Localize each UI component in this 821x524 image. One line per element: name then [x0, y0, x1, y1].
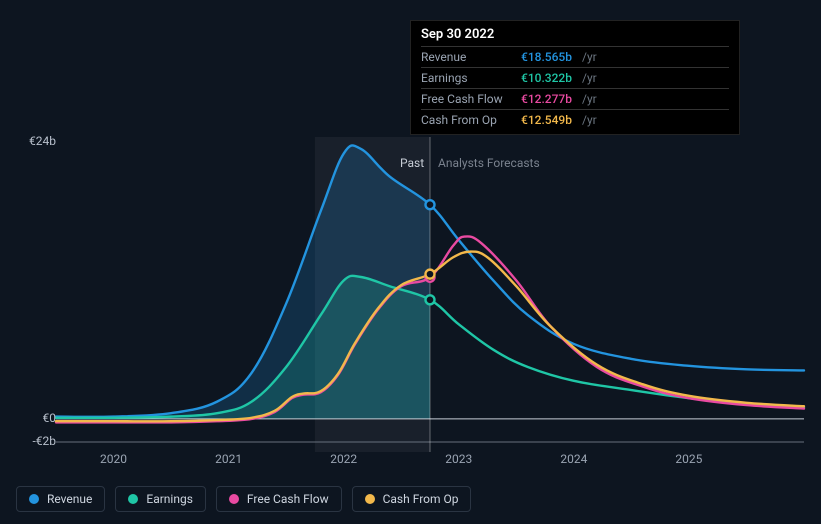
- tooltip-row: Cash From Op €12.549b/yr: [421, 109, 729, 130]
- tooltip-row-unit: /yr: [582, 113, 597, 127]
- legend-label: Free Cash Flow: [247, 492, 329, 506]
- legend-item-earnings[interactable]: Earnings: [115, 486, 206, 512]
- legend-swatch: [365, 494, 375, 504]
- x-tick-label: 2021: [215, 452, 242, 466]
- y-tick-label: -€2b: [32, 434, 56, 448]
- tooltip-row-label: Revenue: [421, 50, 513, 64]
- chart-legend: Revenue Earnings Free Cash Flow Cash From O…: [16, 486, 471, 512]
- x-tick-label: 2024: [560, 452, 587, 466]
- tooltip-row-unit: /yr: [582, 50, 597, 64]
- legend-item-free_cash_flow[interactable]: Free Cash Flow: [216, 486, 342, 512]
- legend-item-cash_from_op[interactable]: Cash From Op: [352, 486, 472, 512]
- tooltip-row-unit: /yr: [582, 71, 597, 85]
- tooltip-row-value: €10.322b: [521, 71, 572, 85]
- tooltip-row: Free Cash Flow €12.277b/yr: [421, 88, 729, 109]
- forecast-label: Analysts Forecasts: [438, 156, 540, 170]
- legend-item-revenue[interactable]: Revenue: [16, 486, 105, 512]
- legend-label: Cash From Op: [383, 492, 459, 506]
- legend-swatch: [128, 494, 138, 504]
- tooltip-title: Sep 30 2022: [421, 27, 729, 46]
- tooltip-row-label: Free Cash Flow: [421, 92, 513, 106]
- y-tick-label: €24b: [29, 134, 56, 148]
- tooltip-row-label: Cash From Op: [421, 113, 513, 127]
- legend-swatch: [229, 494, 239, 504]
- tooltip-row-unit: /yr: [582, 92, 597, 106]
- x-tick-label: 2020: [100, 452, 127, 466]
- x-tick-label: 2023: [445, 452, 472, 466]
- y-tick-label: €0: [43, 411, 57, 425]
- tooltip-row-value: €18.565b: [521, 50, 572, 64]
- tooltip-row-value: €12.277b: [521, 92, 572, 106]
- tooltip-row: Revenue €18.565b/yr: [421, 46, 729, 67]
- tooltip-rows: Revenue€18.565b/yrEarnings€10.322b/yrFre…: [421, 46, 729, 130]
- tooltip-row-value: €12.549b: [521, 113, 572, 127]
- x-tick-label: 2022: [330, 452, 357, 466]
- tooltip-row: Earnings €10.322b/yr: [421, 67, 729, 88]
- chart-tooltip: Sep 30 2022 Revenue €18.565b/yr Earnings €1…: [410, 20, 740, 135]
- x-tick-label: 2025: [675, 452, 702, 466]
- legend-swatch: [29, 494, 39, 504]
- past-label: Past: [400, 156, 424, 170]
- tooltip-row-label: Earnings: [421, 71, 513, 85]
- legend-label: Earnings: [146, 492, 193, 506]
- legend-label: Revenue: [47, 492, 92, 506]
